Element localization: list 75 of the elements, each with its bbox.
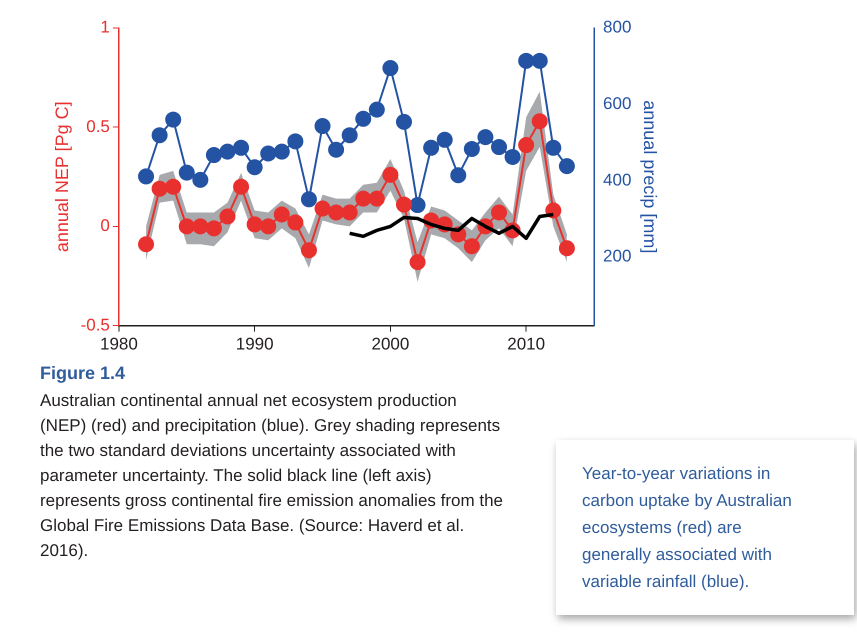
point	[206, 147, 222, 164]
y2-tick-label: 400	[603, 170, 632, 190]
point	[396, 196, 412, 213]
point	[558, 240, 575, 256]
point	[192, 172, 208, 188]
point	[220, 144, 236, 160]
x-tick-label: 1980	[100, 334, 138, 354]
point	[274, 144, 290, 160]
y2-axis-title: annual precip [mm]	[640, 100, 660, 254]
point	[165, 178, 182, 195]
point	[518, 52, 534, 69]
point	[491, 204, 508, 221]
point	[138, 168, 154, 184]
point	[410, 197, 426, 214]
y-axis-title: annual NEP [Pg C]	[52, 101, 72, 252]
text: Year-to-year variations in carbon uptake by Australian ecosystems (red) are generally associated with variable rainfall (blue).	[556, 440, 854, 615]
point	[504, 148, 521, 165]
point	[532, 113, 548, 130]
point	[233, 140, 250, 156]
point	[233, 178, 250, 195]
point	[178, 164, 195, 181]
point	[477, 129, 494, 146]
point	[287, 214, 304, 230]
point	[368, 190, 385, 207]
y-tick-label: 1	[100, 18, 110, 37]
y2-tick-label: 600	[603, 94, 632, 113]
point	[355, 110, 372, 127]
point	[328, 204, 344, 221]
point	[152, 180, 168, 197]
y2-tick-label: 200	[603, 246, 632, 266]
point	[491, 139, 508, 156]
point	[138, 236, 154, 252]
text: Australian continental annual net ecosystem production (NEP) (red) and precipitation (blue). Grey shading represents the two standard deviations uncertainty associated with parameter uncertainty. The solid black line (left axis) represents gross continental fire emission anomalies from the Global Fire Emissions Data Base. (Source: Haverd et al. 2016).	[40, 390, 504, 562]
x-tick-label: 2000	[371, 334, 410, 354]
point	[396, 114, 412, 130]
point	[410, 254, 426, 270]
x-tick-label: 1990	[236, 334, 274, 354]
point	[464, 238, 480, 254]
point	[328, 142, 344, 158]
point	[274, 206, 290, 222]
point	[368, 102, 385, 118]
point	[382, 166, 398, 183]
point	[342, 204, 358, 221]
y-tick-label: -0.5	[80, 315, 110, 334]
point	[558, 158, 575, 174]
point	[314, 200, 331, 217]
y-tick-label: 0	[100, 216, 110, 236]
point	[152, 127, 168, 144]
point	[518, 137, 534, 154]
point	[342, 127, 358, 144]
point	[423, 140, 440, 156]
point	[246, 216, 263, 232]
point	[382, 60, 398, 76]
point	[206, 220, 222, 236]
point	[178, 218, 195, 234]
point	[220, 208, 236, 224]
point	[545, 140, 562, 156]
point	[192, 218, 208, 234]
point	[260, 218, 276, 234]
point	[246, 159, 263, 176]
point	[260, 146, 276, 162]
point	[532, 52, 548, 69]
point	[300, 242, 317, 258]
point	[464, 140, 480, 157]
point	[355, 190, 372, 207]
point	[287, 133, 304, 150]
y-tick-label: 0.5	[86, 116, 110, 136]
point	[314, 118, 331, 134]
caption: Figure 1.4	[40, 363, 126, 384]
y2-tick-label: 800	[603, 18, 632, 37]
point	[165, 112, 182, 128]
x-tick-label: 2010	[507, 334, 546, 354]
point	[436, 132, 453, 148]
point	[300, 191, 317, 208]
point	[450, 167, 466, 184]
